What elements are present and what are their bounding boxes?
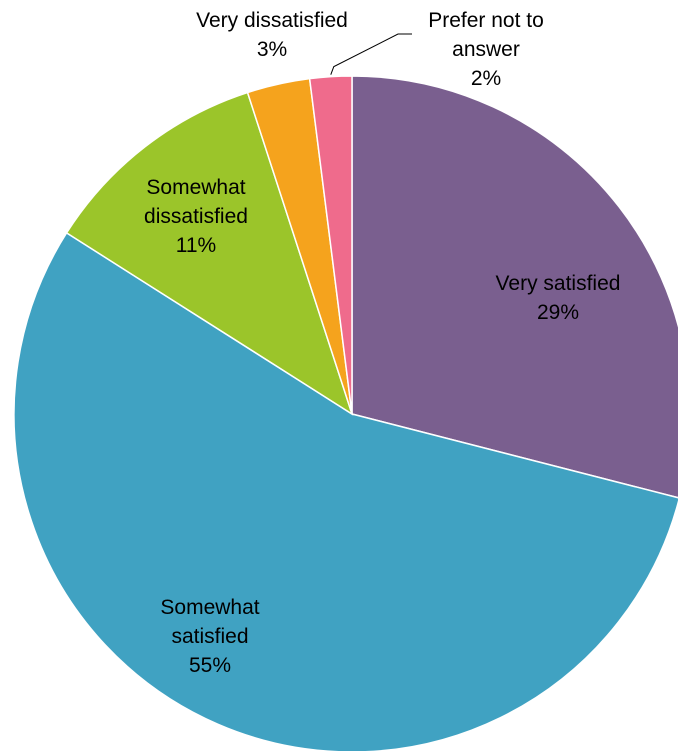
data-label-somewhat-dissatisfied: Somewhat dissatisfied 11% [144, 176, 248, 257]
data-label-somewhat-satisfied: Somewhat satisfied 55% [160, 596, 259, 677]
data-label-value: 3% [257, 38, 287, 61]
data-label-value: 55% [189, 654, 231, 677]
data-label-category: answer [452, 38, 520, 61]
pie-slices [13, 75, 678, 753]
data-label-category: satisfied [171, 625, 248, 648]
leader-lines [330, 33, 412, 75]
data-label-category: Somewhat [146, 176, 245, 199]
data-label-value: 2% [471, 67, 501, 90]
data-label-value: 29% [537, 301, 579, 324]
leader-line-prefer-not-to-answer [330, 33, 412, 75]
data-label-category: Somewhat [160, 596, 259, 619]
data-label-very-dissatisfied: Very dissatisfied 3% [196, 9, 348, 61]
data-label-very-satisfied: Very satisfied 29% [496, 272, 621, 324]
pie-slice-somewhat-satisfied [13, 231, 678, 753]
data-label-category: Very satisfied [496, 272, 621, 295]
data-labels: Very satisfied 29%Somewhat satisfied 55%Som… [144, 9, 620, 677]
pie-slice-somewhat-dissatisfied [65, 91, 354, 416]
data-label-value: 11% [176, 234, 216, 257]
data-label-category: dissatisfied [144, 205, 248, 228]
pie-slice-very-satisfied [351, 75, 678, 499]
pie-slice-prefer-not-to-answer [308, 75, 353, 415]
data-label-category: Prefer not to [428, 9, 544, 32]
data-label-prefer-not-to-answer: Prefer not to answer 2% [428, 9, 544, 90]
data-label-category: Very dissatisfied [196, 9, 348, 32]
